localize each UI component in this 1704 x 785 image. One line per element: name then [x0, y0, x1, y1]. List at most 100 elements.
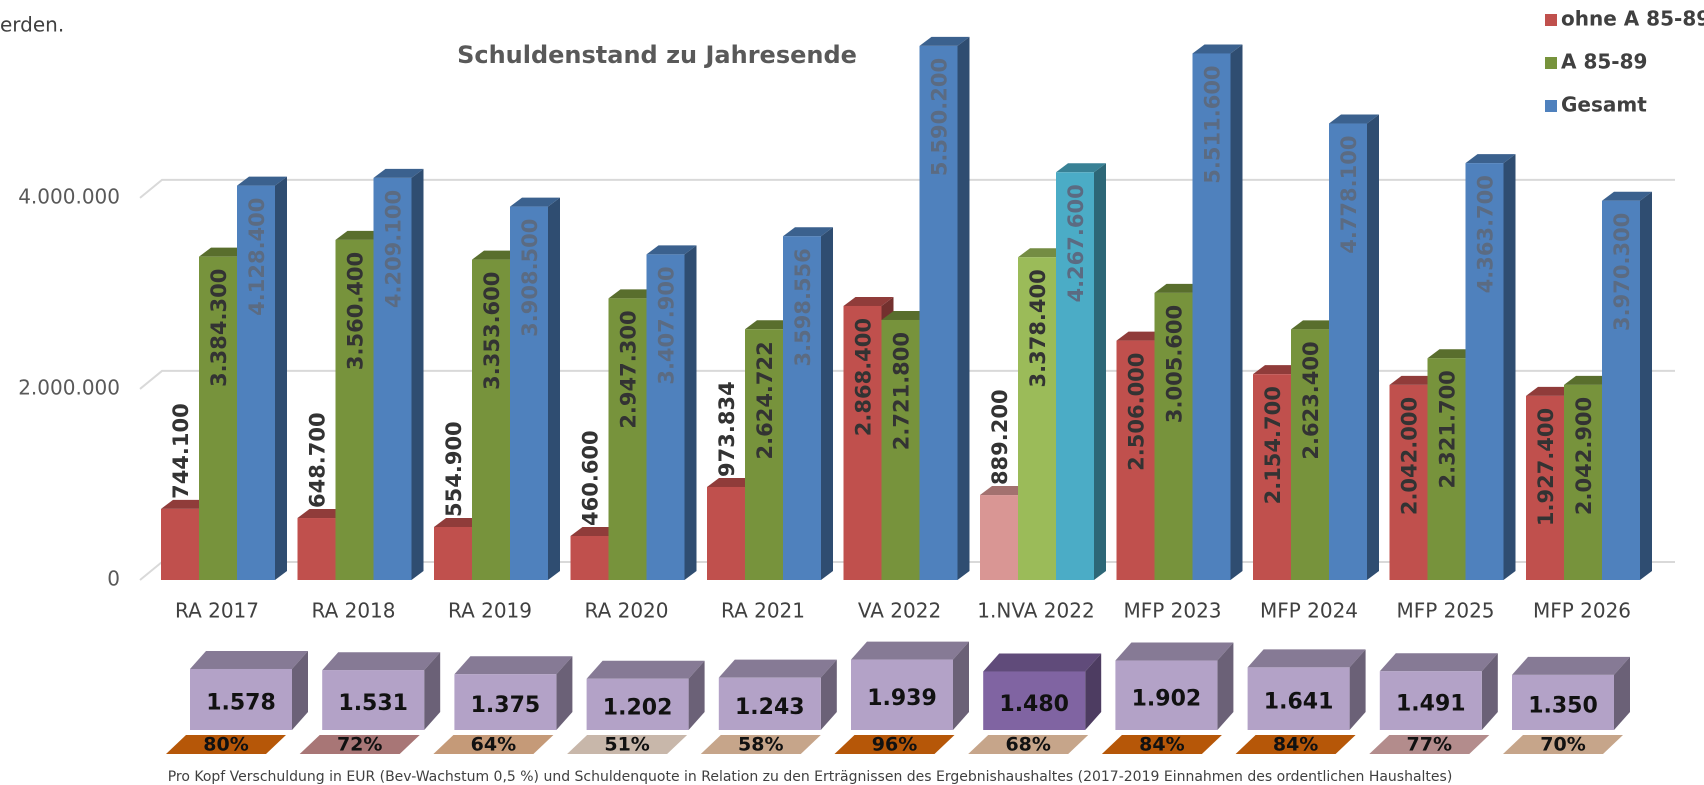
bar [608, 298, 647, 580]
value-label: 2.623.400 [1299, 341, 1323, 459]
bar-side [1230, 44, 1243, 580]
value-label: 5.590.200 [928, 58, 952, 176]
bar-top [1526, 386, 1576, 396]
bar-top [1427, 349, 1478, 359]
bar-top [1465, 154, 1516, 164]
ratio-label: 64% [471, 734, 516, 756]
x-tick-label: MFP 2025 [1396, 599, 1494, 623]
value-label: 2.042.000 [1398, 397, 1422, 515]
ratio-label: 84% [1273, 734, 1318, 756]
bar-top [1602, 191, 1652, 201]
ratio-tag [1101, 735, 1222, 754]
bar [783, 236, 821, 580]
bar [434, 526, 472, 580]
box-side [424, 652, 441, 730]
box [454, 674, 557, 730]
bar-top [1389, 375, 1440, 385]
box-label: 1.531 [338, 691, 408, 716]
bar [1192, 53, 1231, 580]
legend-swatch [1545, 14, 1557, 26]
value-label: 460.600 [579, 430, 603, 526]
bar-side [957, 36, 970, 580]
bar-top [646, 245, 697, 255]
box-side [1614, 656, 1630, 730]
legend-label: Gesamt [1561, 93, 1647, 117]
bar [1564, 384, 1602, 580]
ratio-label: 58% [738, 734, 783, 756]
ratio-label: 70% [1540, 734, 1585, 756]
value-label: 3.598.556 [791, 248, 815, 366]
bar [1018, 257, 1056, 580]
value-label: 554.900 [442, 421, 466, 517]
y-tick-label: 4.000.000 [18, 184, 120, 208]
bar-side [1094, 163, 1106, 580]
box-label: 1.902 [1132, 686, 1202, 711]
box-label: 1.350 [1528, 693, 1598, 718]
bar-top [297, 509, 348, 519]
legend-label: ohne A 85-89 [1561, 7, 1704, 31]
bar-side [548, 197, 560, 580]
bar [1427, 358, 1466, 580]
bar-top [335, 230, 386, 240]
bar-top [843, 296, 894, 306]
box-top [1512, 656, 1630, 675]
legend-label: A 85-89 [1561, 50, 1647, 74]
ratio-tag [1235, 735, 1356, 754]
box-label: 1.939 [867, 686, 937, 711]
x-tick-label: 1.NVA 2022 [977, 599, 1094, 623]
value-label: 2.947.300 [617, 310, 641, 428]
box-top [1115, 642, 1234, 661]
box-top [586, 660, 705, 679]
value-label: 2.321.700 [1436, 370, 1460, 488]
bar [919, 45, 958, 580]
box-top [1379, 653, 1498, 672]
value-label: 3.005.600 [1163, 305, 1187, 423]
bar-top [199, 247, 249, 257]
bar [1116, 340, 1155, 580]
bar-side [411, 168, 424, 581]
ratio-label: 68% [1005, 734, 1050, 756]
bar [335, 239, 374, 580]
value-label: 3.353.600 [480, 272, 504, 390]
box-side [556, 656, 573, 730]
value-label: 973.834 [715, 381, 739, 477]
value-label: 2.868.400 [852, 318, 876, 436]
x-tick-label: MFP 2024 [1260, 599, 1358, 623]
box-label: 1.202 [603, 695, 673, 720]
box-side [953, 641, 969, 730]
bar [1526, 395, 1564, 580]
ratio-tag [567, 735, 688, 754]
box-top [322, 652, 441, 671]
bar [980, 495, 1018, 580]
bar-top [1056, 163, 1106, 173]
bar-top [881, 310, 932, 320]
bar [1329, 123, 1367, 580]
box-top [851, 641, 969, 660]
bar-side [1367, 114, 1379, 580]
grid-line [139, 178, 1675, 199]
bar [707, 486, 745, 580]
box-label: 1.491 [1396, 692, 1466, 717]
bar [570, 535, 609, 580]
bar-side [1640, 191, 1652, 580]
value-label: 3.908.500 [518, 219, 542, 337]
box-side [688, 660, 705, 730]
ratio-tag [1369, 735, 1490, 754]
ratio-label: 84% [1139, 734, 1184, 756]
ratio-label: 80% [203, 734, 248, 756]
box [1247, 667, 1350, 730]
bar-top [570, 526, 621, 536]
box-label: 1.375 [471, 693, 541, 718]
intro-fragment: erden. [0, 13, 64, 37]
footnote: Pro Kopf Verschuldung in EUR (Bev-Wachst… [168, 769, 1453, 785]
x-tick-label: RA 2021 [721, 599, 805, 623]
bar [1602, 200, 1640, 580]
bar [297, 518, 336, 580]
value-label: 889.200 [988, 389, 1012, 485]
bar [1253, 374, 1291, 580]
box [586, 678, 689, 730]
x-tick-label: RA 2019 [448, 599, 532, 623]
bar-side [821, 227, 833, 580]
bar-top [1291, 320, 1341, 330]
